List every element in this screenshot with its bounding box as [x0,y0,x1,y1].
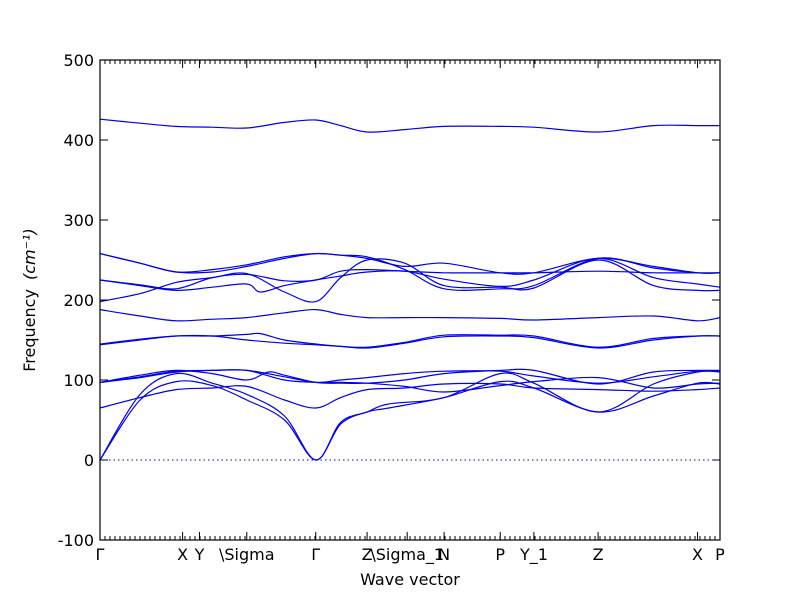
band-line-12 [99,268,720,290]
y-axis-ticks: -100 0 100 200 300 400 500 [58,51,720,550]
x-tick-label-7: N [438,545,450,564]
y-axis-title-text: Frequency [20,289,39,372]
x-tick-label-10: Z [593,545,604,564]
band-line-1 [99,380,721,461]
y-tick-label: 400 [63,131,94,150]
band-line-5 [99,368,721,385]
y-tick-label: 300 [63,211,94,230]
band-line-6 [99,369,721,384]
x-tick-label-5: Z [362,545,373,564]
y-tick-label: -100 [58,531,94,550]
y-tick-label: 500 [63,51,94,70]
x-tick-label-0: Γ [96,545,105,564]
x-tick-label-6: \Sigma_1 [370,545,444,565]
y-axis-title-unit: (cm⁻¹) [20,228,39,280]
y-axis-title: Frequency (cm⁻¹) [20,228,39,371]
x-tick-label-11: X [692,545,703,564]
y-tick-label: 100 [63,371,94,390]
plot-frame [99,59,721,541]
x-tick-label-1: X [177,545,188,564]
y-tick-label: 0 [84,451,94,470]
x-axis-title: Wave vector [360,570,460,589]
band-line-8 [99,332,721,349]
x-tick-label-3: \Sigma [219,545,275,564]
band-line-3 [99,382,721,409]
band-line-13 [99,252,721,291]
y-tick-label: 200 [63,291,94,310]
x-axis-ticks: Γ X Y \Sigma Γ Z\Sigma_1N P Y_1 Z X P [96,60,725,565]
band-line-14 [99,252,721,275]
band-line-10 [99,258,721,303]
x-tick-label-9: Y_1 [519,545,548,565]
band-line-15 [99,118,720,133]
band-line-9 [99,308,721,322]
x-tick-label-8: P [495,545,505,564]
x-tick-label-12: P [715,545,725,564]
x-tick-label-2: Y [194,545,205,564]
band-line-2 [99,370,721,461]
x-tick-label-4: Γ [311,545,320,564]
minor-ticks [104,60,716,540]
band-lines [99,118,721,461]
band-line-11 [99,257,721,293]
